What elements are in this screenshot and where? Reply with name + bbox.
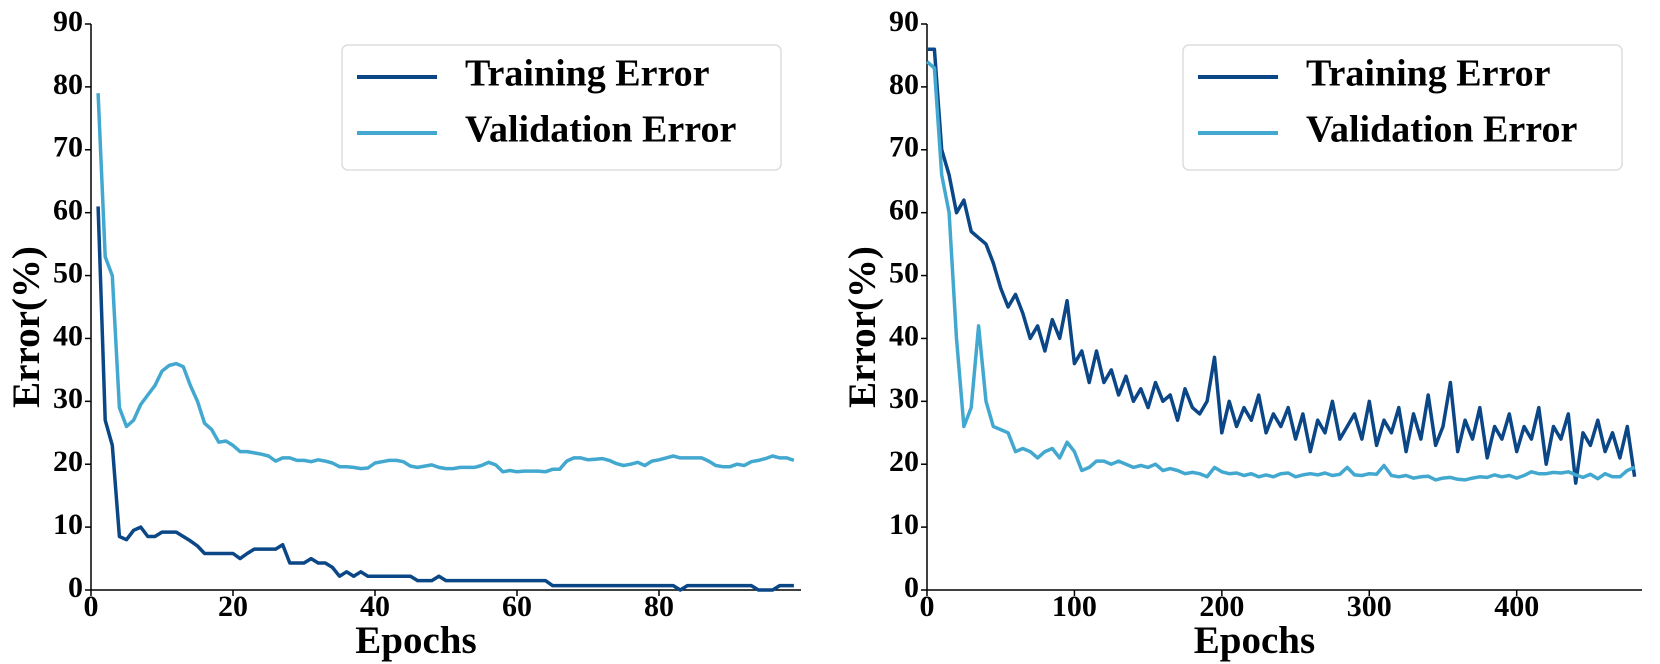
y-tick-label: 20 — [889, 445, 919, 478]
y-tick-label: 90 — [889, 5, 919, 38]
y-tick-label: 50 — [889, 256, 919, 289]
y-tick-label: 30 — [53, 382, 83, 415]
y-tick-label: 40 — [53, 319, 83, 352]
y-tick-label: 60 — [889, 194, 919, 227]
data-line — [927, 47, 1637, 485]
legend-label: Training Error — [1306, 53, 1551, 95]
y-tick-label: 70 — [53, 131, 83, 164]
y-tick-label: 50 — [53, 256, 83, 289]
data-line — [96, 206, 794, 592]
legend-label: Validation Error — [1306, 109, 1577, 151]
y-tick-label: 30 — [889, 382, 919, 415]
y-tick-label: 0 — [68, 571, 83, 604]
x-tick-label: 400 — [1494, 590, 1539, 623]
y-tick-label: 20 — [53, 445, 83, 478]
y-tick-label: 10 — [889, 508, 919, 541]
x-axis-label: Epochs — [355, 619, 476, 662]
x-axis-label: Epochs — [1194, 619, 1315, 662]
x-tick-label: 60 — [502, 590, 532, 623]
y-tick-label: 80 — [889, 68, 919, 101]
y-tick-label: 70 — [889, 131, 919, 164]
data-line — [96, 93, 795, 474]
legend: Training Error Validation Error — [341, 44, 782, 171]
y-tick-label: 10 — [53, 508, 83, 541]
legend: Training Error Validation Error — [1182, 44, 1623, 171]
data-line — [925, 60, 1636, 482]
legend-box — [1182, 44, 1623, 171]
legend-label: Training Error — [465, 53, 710, 95]
y-axis-label: Error(%) — [5, 246, 48, 408]
x-tick-label: 200 — [1199, 590, 1244, 623]
legend-label: Validation Error — [465, 109, 736, 151]
x-tick-label: 100 — [1052, 590, 1097, 623]
y-tick-label: 60 — [53, 194, 83, 227]
x-tick-label: 40 — [360, 590, 390, 623]
y-tick-label: 90 — [53, 5, 83, 38]
x-tick-label: 300 — [1347, 590, 1392, 623]
y-axis-label: Error(%) — [841, 246, 884, 408]
chart: 0 10 20 30 40 50 60 70 80 90 0 20 40 60 80 Epochs Error(… — [5, 5, 801, 662]
x-tick-label: 20 — [218, 590, 248, 623]
chart: 0 10 20 30 40 50 60 70 80 90 0 100 200 300 400 Epochs Er… — [841, 5, 1642, 662]
legend-box — [341, 44, 782, 171]
x-tick-label: 80 — [644, 590, 674, 623]
x-tick-label: 0 — [84, 590, 99, 623]
x-tick-label: 0 — [920, 590, 935, 623]
y-tick-label: 40 — [889, 319, 919, 352]
y-tick-label: 80 — [53, 68, 83, 101]
y-tick-label: 0 — [904, 571, 919, 604]
